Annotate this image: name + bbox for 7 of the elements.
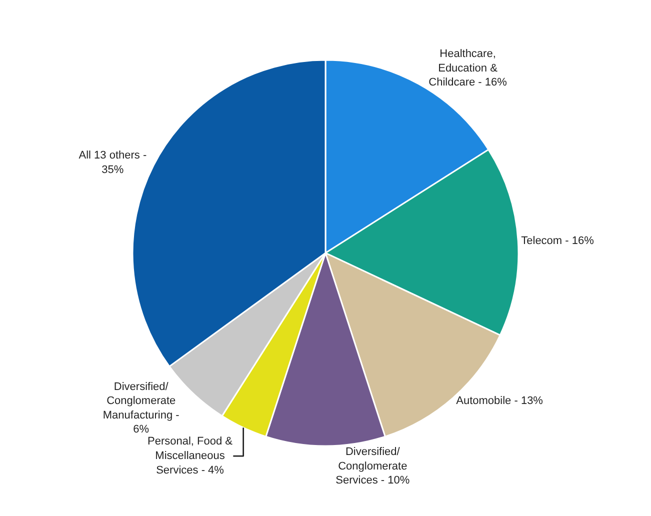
slice-label: Diversified/ Conglomerate Manufacturing - 6% [102, 380, 180, 436]
slice-label: All 13 others - 35% [78, 150, 147, 176]
slice-label: Automobile - 13% [456, 395, 544, 408]
slice-label: Healthcare, Education & Childcare - 16% [428, 48, 508, 89]
slice-label: Diversified/ Conglomerate Services - 10% [336, 446, 410, 487]
slice-label: Telecom - 16% [521, 234, 594, 247]
slice-label: Personal, Food & Miscellaneous Services - 4% [148, 436, 234, 476]
